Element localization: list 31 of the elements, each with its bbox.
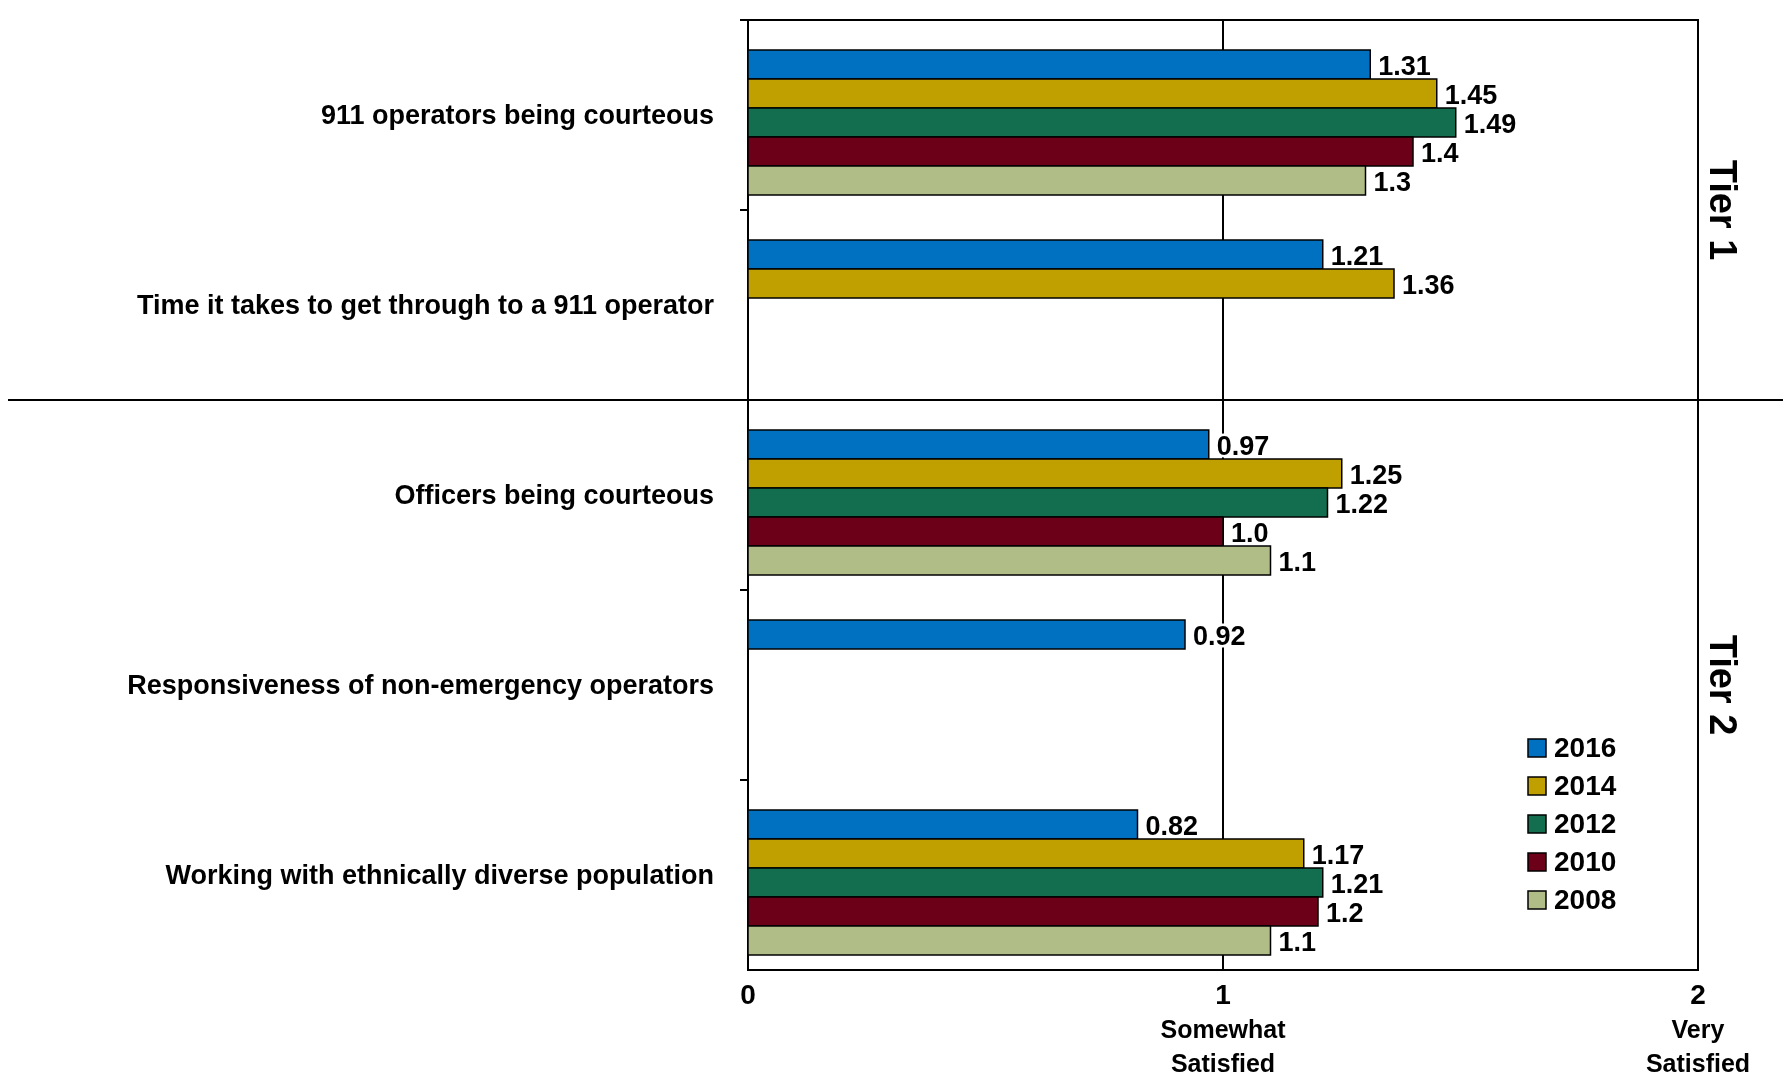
data-label: 0.82 — [1145, 810, 1199, 841]
legend-label: 2008 — [1554, 884, 1617, 915]
data-label: 1.3 — [1373, 166, 1412, 197]
data-label: 1.17 — [1311, 839, 1365, 870]
legend-label: 2014 — [1554, 770, 1617, 801]
y-tick-label: Time it takes to get through to a 911 operator — [136, 290, 715, 320]
data-label: 1.22 — [1335, 488, 1389, 519]
data-label: 1.4 — [1421, 137, 1459, 168]
y-tick-label: Working with ethnically diverse population — [165, 860, 714, 890]
text: Tier 1 — [1702, 159, 1744, 261]
data-label: 1.1 — [1278, 926, 1317, 957]
data-label: 1.25 — [1349, 459, 1403, 490]
data-label: 1.31 — [1378, 50, 1431, 81]
x-tick-label: 0 — [740, 979, 756, 1010]
data-label: 1.0 — [1231, 517, 1269, 548]
legend-label: 2010 — [1554, 846, 1617, 877]
y-tick-label: Responsiveness of non-emergency operators — [127, 670, 714, 700]
data-label: 1.1 — [1278, 546, 1317, 577]
data-label: 1.21 — [1330, 868, 1384, 899]
data-label: 1.2 — [1326, 897, 1364, 928]
legend-label: 2016 — [1554, 732, 1617, 763]
y-tick-label: Officers being courteous — [394, 480, 714, 510]
data-label: 1.36 — [1402, 269, 1455, 300]
data-label: 1.45 — [1444, 79, 1498, 110]
text: Tier 2 — [1702, 634, 1744, 736]
x-tick-label: 2 Very Satisfied — [1645, 979, 1751, 1077]
x-tick-label: 1 Somewhat Satisfied — [1160, 979, 1287, 1077]
data-label: 1.49 — [1463, 108, 1517, 139]
y-tick-label: 911 operators being courteous — [320, 100, 714, 130]
data-label: 1.21 — [1330, 240, 1384, 271]
legend-label: 2012 — [1554, 808, 1617, 839]
